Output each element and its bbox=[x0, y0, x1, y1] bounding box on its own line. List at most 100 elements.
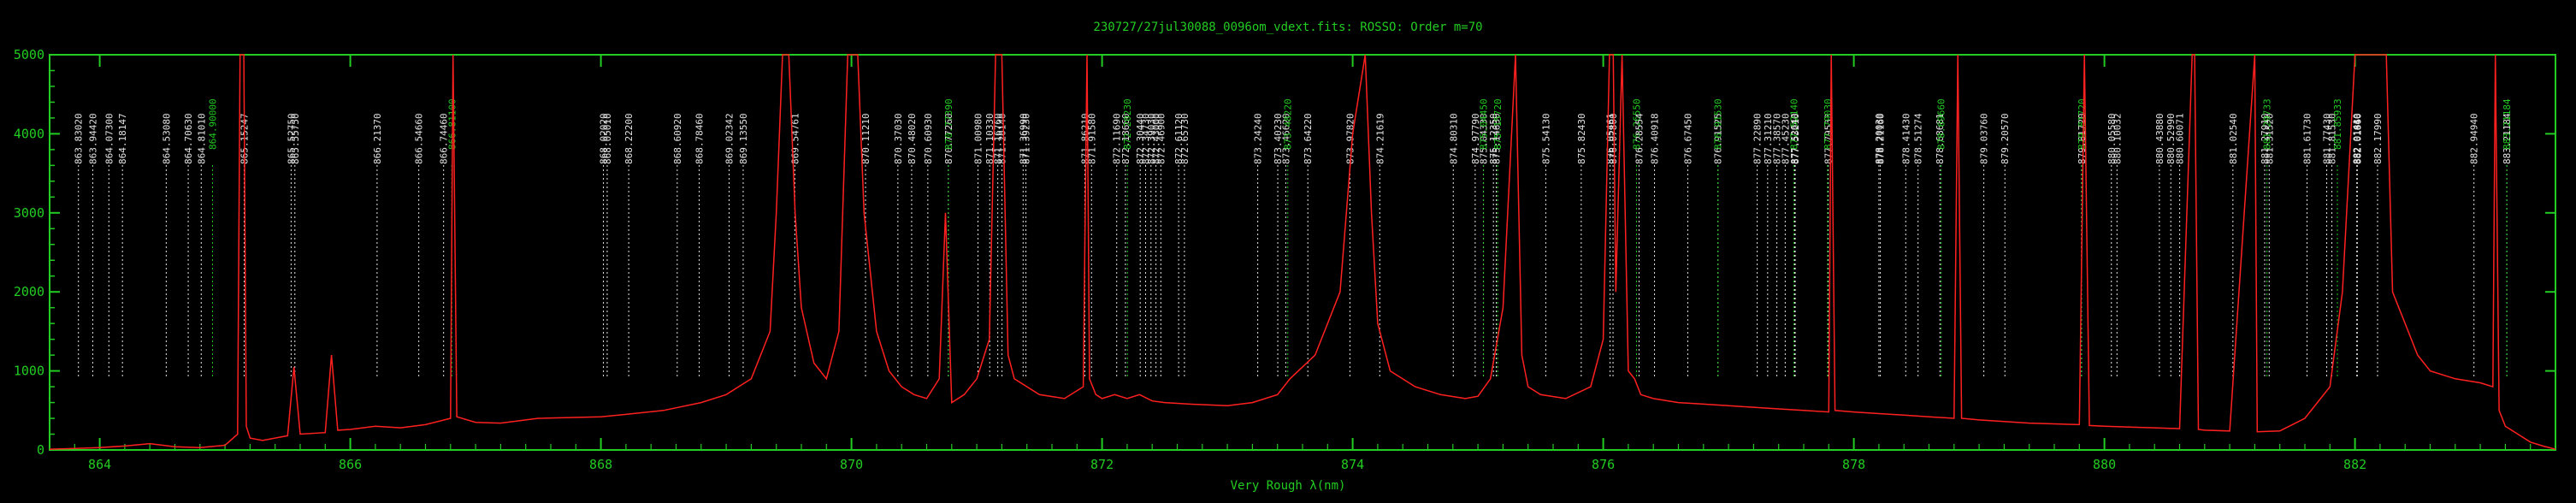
line-marker-label: 880.43880 bbox=[2154, 113, 2165, 164]
line-marker-label: 881.61730 bbox=[2302, 113, 2313, 164]
line-marker-label: 878.41430 bbox=[1900, 113, 1911, 164]
line-marker-label: 868.02020 bbox=[599, 113, 610, 164]
y-tick-label: 0 bbox=[37, 442, 44, 458]
line-marker-label: 873.46620 bbox=[1280, 113, 1291, 164]
y-tick-label: 4000 bbox=[14, 126, 44, 141]
x-tick-label: 876 bbox=[1592, 457, 1615, 472]
line-marker-label: 881.02540 bbox=[2228, 113, 2239, 164]
line-marker-label: 878.68681 bbox=[1935, 113, 1946, 164]
line-marker-label: 871.00980 bbox=[973, 113, 984, 164]
line-marker-label: 863.83020 bbox=[74, 113, 85, 164]
line-marker-label: 875.82430 bbox=[1576, 113, 1587, 164]
spectrum-line bbox=[49, 54, 2556, 450]
line-marker-label: 875.04330 bbox=[1478, 113, 1489, 164]
x-tick-label: 864 bbox=[88, 457, 111, 472]
x-tick-label: 872 bbox=[1090, 457, 1114, 472]
x-tick-label: 882 bbox=[2343, 457, 2366, 472]
line-marker-label: 882.17990 bbox=[2372, 113, 2384, 164]
line-marker-label: 872.34730 bbox=[1140, 113, 1151, 164]
x-axis: 864 866 868 870 872 874 876 878 880 882 bbox=[49, 55, 2532, 472]
line-marker-label: 881.31520 bbox=[2264, 113, 2275, 164]
line-marker-label: 870.60930 bbox=[923, 113, 934, 164]
line-marker-label: 866.74460 bbox=[439, 113, 450, 164]
line-marker-label: 875.15720 bbox=[1492, 98, 1504, 150]
line-marker-label: 881.85933 bbox=[2332, 98, 2343, 150]
x-tick-label: 878 bbox=[1842, 457, 1865, 472]
line-marker-label: 871.16760 bbox=[993, 113, 1004, 164]
line-marker-label: 873.97820 bbox=[1344, 113, 1356, 164]
y-tick-label: 2000 bbox=[14, 284, 44, 299]
line-marker-label: 876.28554 bbox=[1634, 113, 1645, 164]
line-marker-label: 875.54130 bbox=[1540, 113, 1551, 164]
line-marker-label: 864.90000 bbox=[207, 98, 218, 150]
line-marker-label: 864.18147 bbox=[117, 113, 128, 164]
line-marker-label: 882.94940 bbox=[2469, 113, 2480, 164]
line-marker-label: 880.10032 bbox=[2112, 113, 2123, 164]
line-marker-label: 882.01860 bbox=[2352, 113, 2363, 164]
line-marker-label: 872.39030 bbox=[1146, 113, 1157, 164]
line-marker-label: 879.03760 bbox=[1979, 113, 1990, 164]
line-marker-label: 866.21370 bbox=[372, 113, 383, 164]
line-marker-label: 877.22890 bbox=[1752, 113, 1764, 164]
line-marker-label: 877.52140 bbox=[1788, 98, 1799, 150]
line-markers: 863.83020 863.94420 864.07300 864.18147 864.… bbox=[74, 98, 2513, 376]
line-marker-label: 880.52990 bbox=[2165, 113, 2177, 164]
y-tick-label: 1000 bbox=[14, 364, 44, 379]
x-axis-label: Very Rough λ(nm) bbox=[1231, 479, 1346, 493]
line-marker-label: 876.91525 bbox=[1713, 113, 1724, 164]
line-marker-label: 875.04450 bbox=[1479, 98, 1490, 150]
chart-title: 230727/27jul30088_0096om_vdext.fits: ROS… bbox=[1093, 21, 1482, 34]
line-marker-label: 870.48020 bbox=[907, 113, 918, 164]
line-marker-label: 868.78460 bbox=[694, 113, 706, 164]
line-marker-label: 875.12350 bbox=[1488, 113, 1499, 164]
line-marker-label: 871.20140 bbox=[997, 113, 1008, 164]
y-axis: 0 1000 2000 3000 4000 5000 bbox=[14, 47, 2555, 458]
line-marker-label: 869.13550 bbox=[738, 113, 749, 164]
line-marker-label: 869.02342 bbox=[724, 113, 736, 164]
line-marker-label: 871.39230 bbox=[1021, 113, 1032, 164]
line-marker-label: 876.26550 bbox=[1631, 98, 1642, 150]
line-marker-label: 877.45230 bbox=[1780, 113, 1791, 164]
x-tick-label: 868 bbox=[589, 457, 612, 472]
x-tick-label: 880 bbox=[2093, 457, 2116, 472]
line-marker-label: 876.07800 bbox=[1608, 113, 1619, 164]
line-marker-label: 877.53210 bbox=[1790, 113, 1801, 164]
line-marker-label: 881.29733 bbox=[2262, 98, 2273, 150]
line-marker-label: 881.77430 bbox=[2322, 113, 2333, 164]
line-marker-label: 881.27910 bbox=[2260, 113, 2271, 164]
line-marker-label: 878.20030 bbox=[1874, 113, 1885, 164]
line-marker-label: 870.77260 bbox=[943, 113, 954, 164]
line-marker-label: 873.48220 bbox=[1283, 98, 1294, 150]
line-marker-label: 880.05580 bbox=[2106, 113, 2118, 164]
line-marker-label: 876.40918 bbox=[1650, 113, 1661, 164]
line-marker-label: 878.21160 bbox=[1876, 113, 1887, 164]
line-marker-label: 881.81530 bbox=[2327, 113, 2338, 164]
line-marker-label: 864.07300 bbox=[103, 113, 115, 164]
line-marker-label: 868.05010 bbox=[602, 113, 613, 164]
line-marker-label: 878.51274 bbox=[1913, 113, 1924, 164]
line-marker-label: 872.18660 bbox=[1120, 113, 1131, 164]
y-tick-label: 3000 bbox=[14, 205, 44, 221]
line-marker-label: 863.94420 bbox=[87, 113, 98, 164]
line-marker-label: 872.61120 bbox=[1173, 113, 1185, 164]
line-marker-label: 872.20230 bbox=[1122, 98, 1133, 150]
line-marker-label: 880.60071 bbox=[2175, 113, 2186, 164]
line-marker-label: 877.31210 bbox=[1763, 113, 1774, 164]
line-marker-label: 872.11690 bbox=[1112, 113, 1123, 164]
line-marker-label: 865.55750 bbox=[290, 113, 301, 164]
line-marker-label: 866.54660 bbox=[414, 113, 425, 164]
line-marker-label: 882.01410 bbox=[2352, 113, 2363, 164]
line-marker-label: 870.37030 bbox=[893, 113, 904, 164]
line-marker-label: 876.91530 bbox=[1713, 98, 1724, 150]
line-marker-label: 872.43000 bbox=[1151, 113, 1162, 164]
line-marker-label: 874.80310 bbox=[1448, 113, 1459, 164]
line-marker-label: 864.81010 bbox=[196, 113, 207, 164]
line-marker-label: 878.69660 bbox=[1936, 98, 1947, 150]
x-tick-label: 866 bbox=[339, 457, 362, 472]
line-marker-label: 879.20570 bbox=[2000, 113, 2011, 164]
line-marker-label: 882.01640 bbox=[2352, 113, 2363, 164]
line-marker-label: 883.21184 bbox=[2502, 98, 2513, 150]
line-marker-label: 868.60920 bbox=[672, 113, 683, 164]
line-marker-label: 870.11210 bbox=[860, 113, 871, 164]
line-marker-label: 868.22200 bbox=[623, 113, 635, 164]
